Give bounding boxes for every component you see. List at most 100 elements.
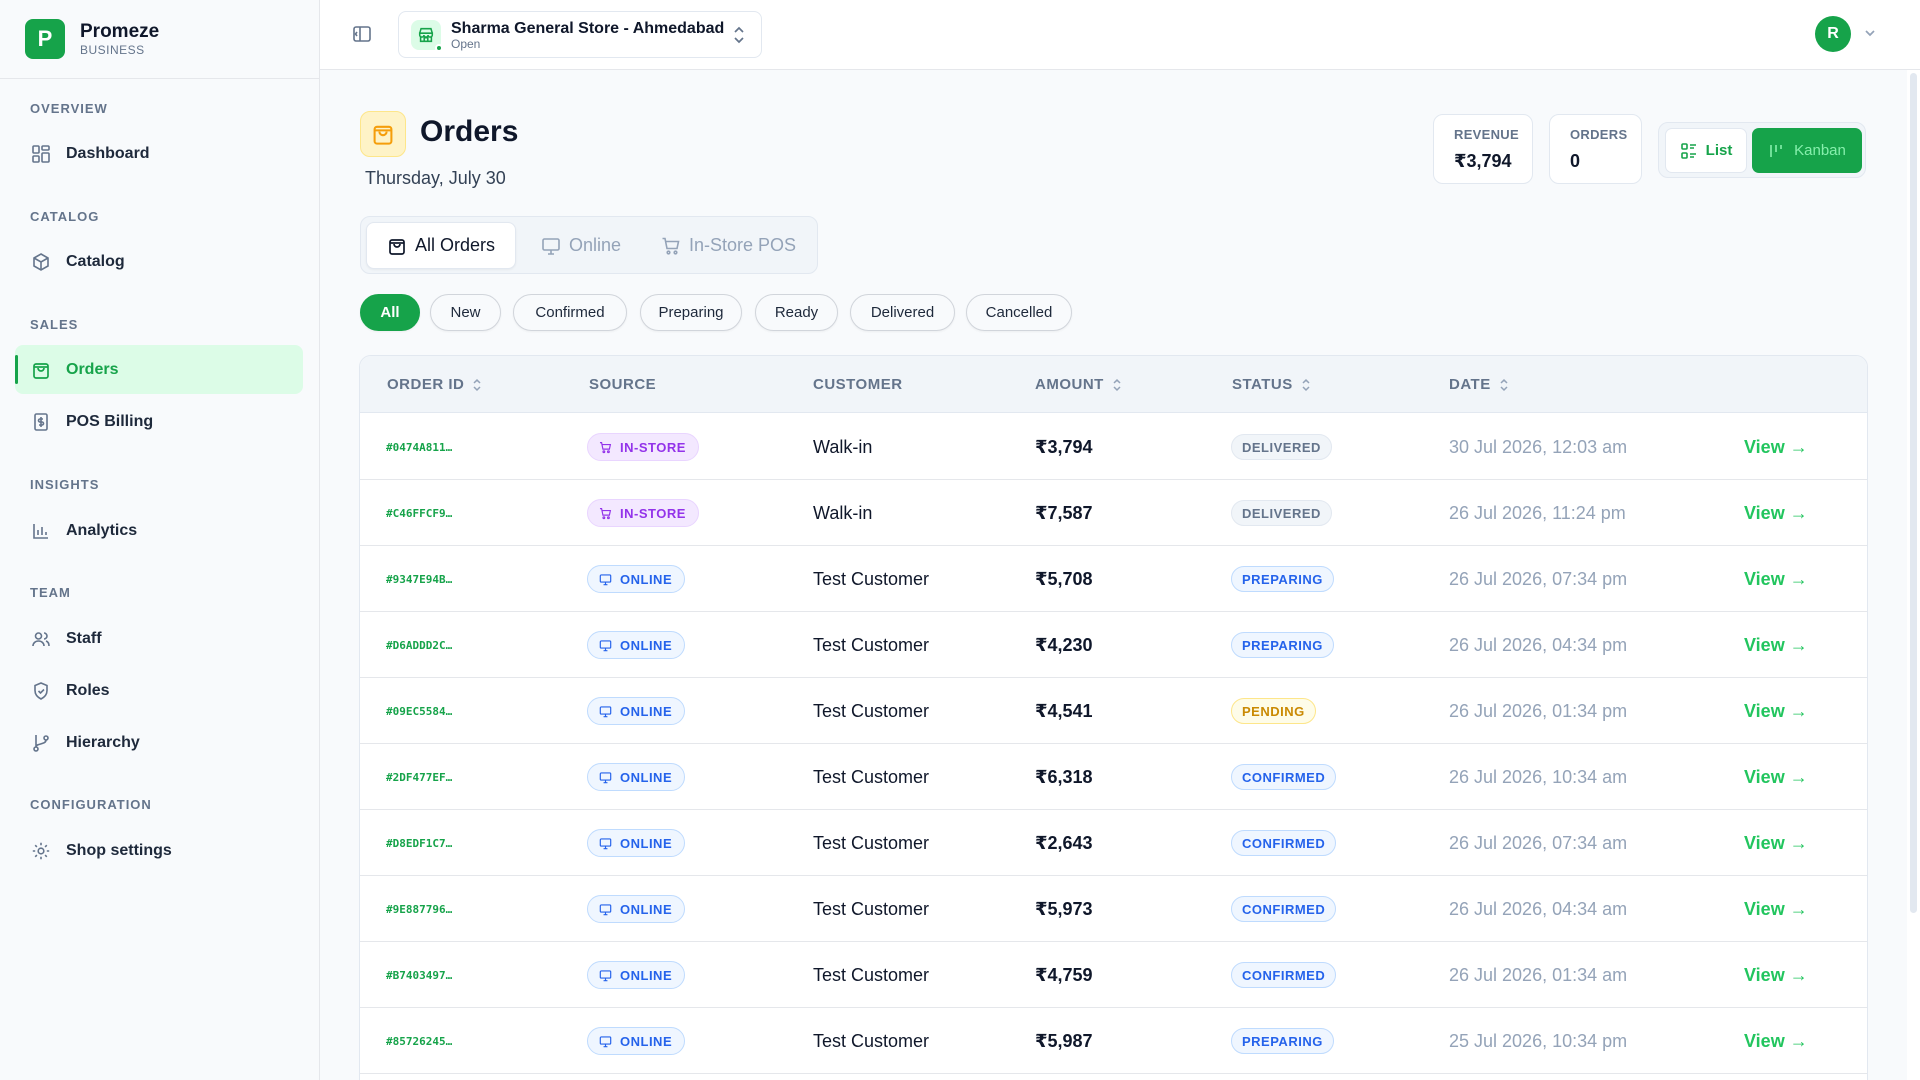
source-label: ONLINE — [620, 901, 673, 917]
tab-in-store-pos[interactable]: In-Store POS — [646, 222, 811, 269]
order-id-link[interactable]: #85726245… — [386, 1034, 453, 1048]
gear-icon — [30, 840, 52, 862]
page-title: Orders — [420, 115, 519, 148]
order-id-link[interactable]: #D8EDF1C7… — [386, 836, 453, 850]
table-row[interactable]: #09EC5584… ONLINE Test Customer ₹4,541 PENDI… — [360, 678, 1867, 744]
sidebar-item-shop-settings[interactable]: Shop settings — [15, 826, 303, 875]
source-badge: ONLINE — [587, 697, 686, 725]
column-label: STATUS — [1232, 376, 1293, 393]
source-label: ONLINE — [620, 637, 673, 653]
sidebar-item-staff[interactable]: Staff — [15, 614, 303, 663]
sort-icon — [1499, 378, 1509, 392]
table-row[interactable]: #D6ADDD2C… ONLINE Test Customer ₹4,230 PREPA… — [360, 612, 1867, 678]
view-order-link[interactable]: View → — [1744, 502, 1808, 523]
store-icon — [411, 19, 443, 52]
column-label: ORDER ID — [387, 376, 465, 393]
column-header-order-id[interactable]: ORDER ID — [387, 376, 482, 393]
sidebar-item-analytics[interactable]: Analytics — [15, 506, 303, 555]
view-order-link[interactable]: View → — [1744, 832, 1808, 853]
chevron-down-icon[interactable] — [1863, 26, 1877, 45]
customer-name: Test Customer — [813, 1030, 930, 1051]
view-order-link[interactable]: View → — [1744, 436, 1808, 457]
avatar[interactable]: R — [1815, 16, 1851, 52]
source-label: ONLINE — [620, 769, 673, 785]
order-id-link[interactable]: #0474A811… — [386, 440, 453, 454]
source-badge: IN-STORE — [587, 499, 699, 527]
view-order-link[interactable]: View → — [1744, 898, 1808, 919]
table-row[interactable]: #85726245… ONLINE Test Customer ₹5,987 PREPA… — [360, 1008, 1867, 1074]
tab-online[interactable]: Online — [521, 222, 641, 269]
sidebar-item-pos-billing[interactable]: POS Billing — [15, 397, 303, 446]
column-header-date[interactable]: DATE — [1449, 376, 1509, 393]
sidebar-item-label: Dashboard — [66, 144, 150, 162]
brand-name: Promeze — [80, 21, 160, 42]
sidebar-item-label: Shop settings — [66, 841, 172, 859]
view-order-link[interactable]: View → — [1744, 700, 1808, 721]
list-view-button[interactable]: List — [1665, 128, 1747, 173]
order-date: 26 Jul 2026, 07:34 pm — [1449, 568, 1628, 589]
sidebar-item-roles[interactable]: Roles — [15, 666, 303, 715]
order-date: 25 Jul 2026, 10:34 pm — [1449, 1030, 1628, 1051]
column-label: CUSTOMER — [813, 376, 903, 393]
sidebar-item-hierarchy[interactable]: Hierarchy — [15, 718, 303, 767]
nav-section-team: TEAM — [30, 585, 71, 600]
kanban-view-button[interactable]: Kanban — [1752, 128, 1862, 173]
cart-icon — [599, 441, 612, 454]
filter-delivered[interactable]: Delivered — [850, 294, 955, 331]
column-header-source: SOURCE — [589, 376, 656, 393]
table-row[interactable]: #D8EDF1C7… ONLINE Test Customer ₹2,643 CONFI… — [360, 810, 1867, 876]
filter-all[interactable]: All — [360, 294, 420, 331]
view-order-link[interactable]: View → — [1744, 766, 1808, 787]
order-id-link[interactable]: #D6ADDD2C… — [386, 638, 453, 652]
table-row[interactable]: #0474A811… IN-STORE Walk-in ₹3,794 DELIVERED… — [360, 414, 1867, 480]
order-id-link[interactable]: #2DF477EF… — [386, 770, 453, 784]
table-row[interactable]: #2DF477EF… ONLINE Test Customer ₹6,318 CONFI… — [360, 744, 1867, 810]
order-id-link[interactable]: #C46FFCF9… — [386, 506, 453, 520]
nav-section-overview: OVERVIEW — [30, 101, 108, 116]
table-row[interactable]: #B7403497… ONLINE Test Customer ₹4,759 CONFI… — [360, 942, 1867, 1008]
table-header: ORDER ID SOURCE CUSTOMER AMOUNT STATUS D… — [360, 356, 1867, 413]
sidebar-toggle-icon[interactable] — [352, 24, 374, 46]
view-order-link[interactable]: View → — [1744, 568, 1808, 589]
customer-name: Walk-in — [813, 436, 873, 457]
order-id-link[interactable]: #B7403497… — [386, 968, 453, 982]
order-id-link[interactable]: #9347E94B… — [386, 572, 453, 586]
scrollbar[interactable] — [1907, 70, 1920, 1080]
filter-cancelled[interactable]: Cancelled — [966, 294, 1072, 331]
tab-all-orders[interactable]: All Orders — [366, 222, 516, 269]
revenue-stat-card: REVENUE ₹3,794 — [1433, 114, 1533, 184]
nav-section-catalog: CATALOG — [30, 209, 100, 224]
tab-label: In-Store POS — [688, 235, 797, 255]
filter-preparing[interactable]: Preparing — [640, 294, 742, 331]
kanban-view-label: Kanban — [1794, 142, 1846, 159]
filter-new[interactable]: New — [430, 294, 501, 331]
view-order-link[interactable]: View → — [1744, 634, 1808, 655]
source-label: IN-STORE — [620, 439, 686, 455]
tab-label: Online — [568, 235, 622, 255]
table-row[interactable]: #9E887796… ONLINE Test Customer ₹5,973 CONFI… — [360, 876, 1867, 942]
shield-icon — [30, 680, 52, 702]
source-badge: IN-STORE — [587, 433, 699, 461]
table-row[interactable]: #C46FFCF9… IN-STORE Walk-in ₹7,587 DELIVERED… — [360, 480, 1867, 546]
view-order-link[interactable]: View → — [1744, 964, 1808, 985]
column-header-amount[interactable]: AMOUNT — [1035, 376, 1122, 393]
filter-confirmed[interactable]: Confirmed — [513, 294, 627, 331]
sidebar-item-dashboard[interactable]: Dashboard — [15, 129, 303, 178]
status-badge: PENDING — [1231, 698, 1316, 724]
tab-label: All Orders — [414, 235, 495, 255]
page-date: Thursday, July 30 — [365, 168, 506, 188]
filter-ready[interactable]: Ready — [755, 294, 838, 331]
column-header-status[interactable]: STATUS — [1232, 376, 1311, 393]
sidebar-item-catalog[interactable]: Catalog — [15, 237, 303, 286]
store-name: Sharma General Store - Ahmedabad — [451, 19, 725, 37]
status-badge: CONFIRMED — [1231, 764, 1337, 790]
store-selector[interactable]: Sharma General Store - Ahmedabad Open — [398, 11, 762, 58]
sidebar-item-orders[interactable]: Orders — [15, 345, 303, 394]
scrollbar-thumb[interactable] — [1910, 73, 1917, 913]
view-order-link[interactable]: View → — [1744, 1030, 1808, 1051]
brand[interactable]: P Promeze BUSINESS — [0, 0, 319, 79]
order-id-link[interactable]: #9E887796… — [386, 902, 453, 916]
sidebar-item-label: Hierarchy — [66, 733, 140, 751]
order-id-link[interactable]: #09EC5584… — [386, 704, 453, 718]
table-row[interactable]: #9347E94B… ONLINE Test Customer ₹5,708 PREPA… — [360, 546, 1867, 612]
